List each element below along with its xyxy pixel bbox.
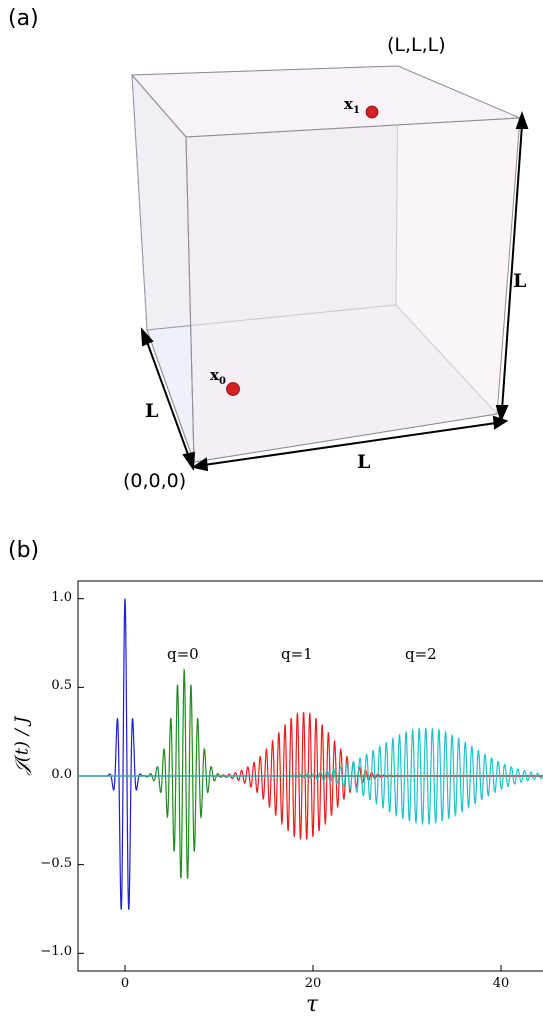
point-x1: [365, 105, 379, 119]
edge-label-horizontal: L: [357, 451, 371, 473]
y-tick-label: −0.5: [40, 855, 72, 871]
cube-edge: [131, 74, 187, 138]
corner-label-top: (L,L,L): [387, 34, 446, 56]
arrowhead: [191, 457, 209, 472]
annotation-q2: q=2: [405, 645, 437, 663]
panel-a-label: (a): [8, 6, 39, 31]
corner-label-origin: (0,0,0): [123, 470, 187, 492]
annotation-q0: q=0: [167, 645, 199, 663]
y-tick-label: 0.0: [51, 767, 72, 782]
cube-edge: [131, 74, 148, 331]
edge-label-vertical: L: [513, 270, 527, 292]
x-tick-label: 0: [120, 976, 130, 991]
cube-front-face: [185, 117, 521, 463]
y-tick-label: 1.0: [51, 589, 72, 605]
x-tick-label: 40: [492, 976, 510, 991]
arrow-vertical: [501, 124, 523, 411]
dimension-arrows: [140, 111, 529, 472]
x-ticks: [124, 965, 502, 971]
arrowhead: [515, 111, 529, 129]
arrowhead: [492, 415, 509, 430]
y-tick-label: −1.0: [40, 944, 72, 960]
arrowhead: [495, 405, 509, 423]
arrow-horizontal: [203, 422, 497, 466]
arrowhead: [182, 451, 196, 471]
series-group: [78, 598, 543, 910]
y-ticks: [78, 598, 84, 954]
panel-b-label: (b): [8, 538, 40, 563]
y-tick-label: 0.5: [51, 678, 72, 694]
x-tick-label: 20: [304, 976, 322, 991]
point-x1-label: x1: [344, 95, 360, 116]
cube: [130, 65, 521, 463]
arrow-depth: [145, 338, 191, 461]
series-line-3: [78, 727, 543, 826]
arrowhead: [140, 327, 154, 347]
edge-label-depth: L: [145, 400, 159, 422]
point-x0: [226, 382, 240, 396]
x-axis-label: τ: [306, 992, 319, 1017]
annotation-q1: q=1: [281, 645, 313, 663]
point-x0-label: x0: [210, 366, 226, 387]
cube-edge: [146, 329, 195, 463]
cube-edge: [185, 136, 195, 463]
